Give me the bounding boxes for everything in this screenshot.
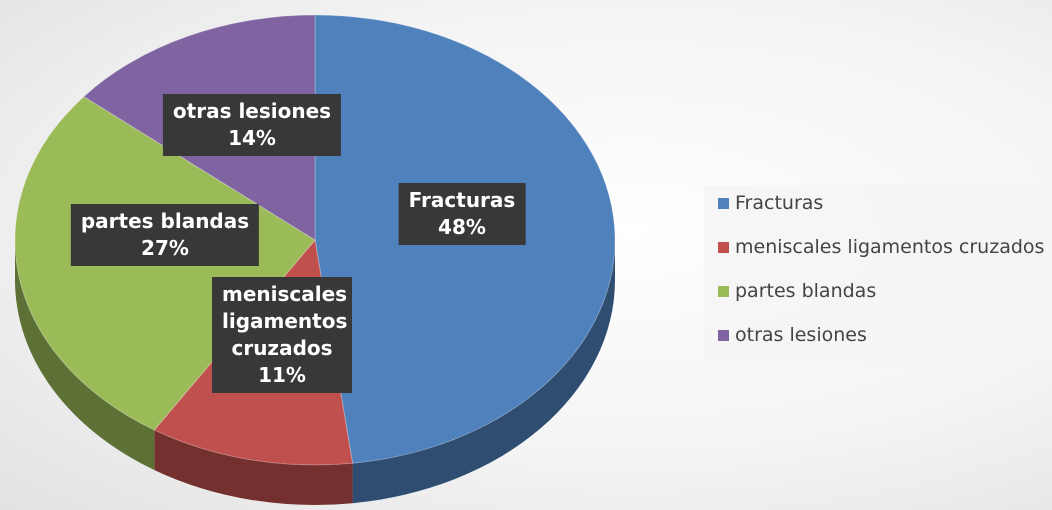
data-label-value: 14%: [228, 126, 276, 150]
data-label-value: 48%: [438, 215, 486, 239]
data-label-value: 27%: [141, 236, 189, 260]
legend-label: partes blandas: [735, 280, 877, 302]
legend-item: meniscales ligamentos cruzados: [718, 236, 1044, 258]
pie-slice-side: [154, 429, 353, 505]
legend-label: Fracturas: [735, 192, 824, 214]
data-label: meniscales ligamentos cruzados 11%: [212, 277, 352, 393]
data-label: partes blandas 27%: [70, 204, 260, 266]
data-label-category: otras lesiones: [172, 99, 332, 123]
legend-item: partes blandas: [718, 280, 876, 302]
data-label-category: Fracturas: [408, 188, 516, 212]
legend-item: otras lesiones: [718, 324, 867, 346]
legend-swatch: [718, 198, 729, 209]
data-label-category: partes blandas: [80, 209, 250, 233]
data-label: Fracturas 48%: [398, 183, 526, 245]
data-label: otras lesiones 14%: [162, 94, 342, 156]
legend: Fracturas meniscales ligamentos cruzados p…: [704, 185, 1052, 361]
data-label-category: meniscales ligamentos cruzados: [222, 282, 348, 360]
data-label-value: 11%: [258, 363, 306, 387]
pie-slice-side: [352, 240, 615, 504]
legend-item: Fracturas: [718, 192, 823, 214]
legend-swatch: [718, 242, 729, 253]
legend-label: meniscales ligamentos cruzados: [735, 236, 1045, 258]
legend-label: otras lesiones: [735, 324, 867, 346]
legend-swatch: [718, 286, 729, 297]
pie-slice-side: [15, 240, 155, 470]
legend-swatch: [718, 330, 729, 341]
